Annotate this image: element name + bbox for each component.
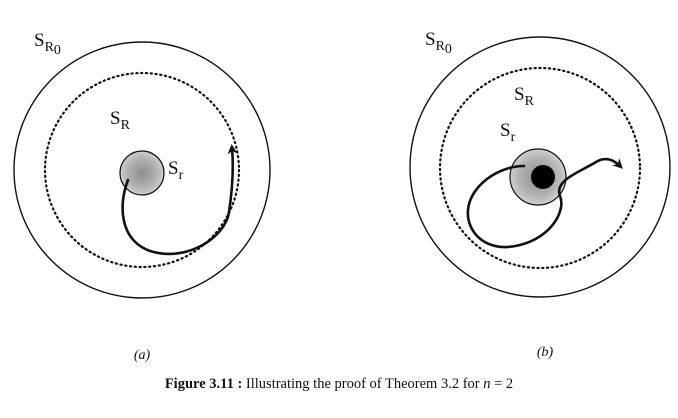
figure-caption: Figure 3.11 : Illustrating the proof of … — [0, 376, 678, 393]
caption-prefix: Figure 3.11 : — [164, 376, 243, 392]
caption-suffix: = 2 — [490, 376, 514, 392]
caption-text: Illustrating the proof of Theorem 3.2 fo… — [242, 376, 484, 392]
outer-sphere-label-a: SR0 — [34, 30, 61, 58]
middle-sphere-b — [438, 66, 642, 270]
inner-sphere-label-a: Sr — [168, 158, 184, 183]
trajectory-b — [466, 157, 623, 249]
outer-sphere-a — [13, 41, 271, 299]
inner-sphere-a — [119, 150, 165, 196]
middle-sphere-label-a: SR — [110, 108, 131, 133]
middle-sphere-label-b: SR — [514, 84, 535, 109]
caption-variable: n — [483, 376, 491, 392]
inner-sphere-label-b: Sr — [500, 120, 516, 145]
panel-a: SR0 SR Sr (a) — [13, 30, 271, 363]
center-dot-b — [531, 165, 555, 189]
panel-label-b: (b) — [537, 345, 554, 360]
trajectory-a — [121, 144, 238, 256]
panel-b: SR0 SR Sr (b) — [409, 29, 671, 360]
middle-sphere-a — [43, 71, 241, 269]
panel-label-a: (a) — [134, 348, 151, 363]
outer-sphere-label-b: SR0 — [425, 29, 452, 57]
outer-sphere-b — [409, 36, 671, 298]
